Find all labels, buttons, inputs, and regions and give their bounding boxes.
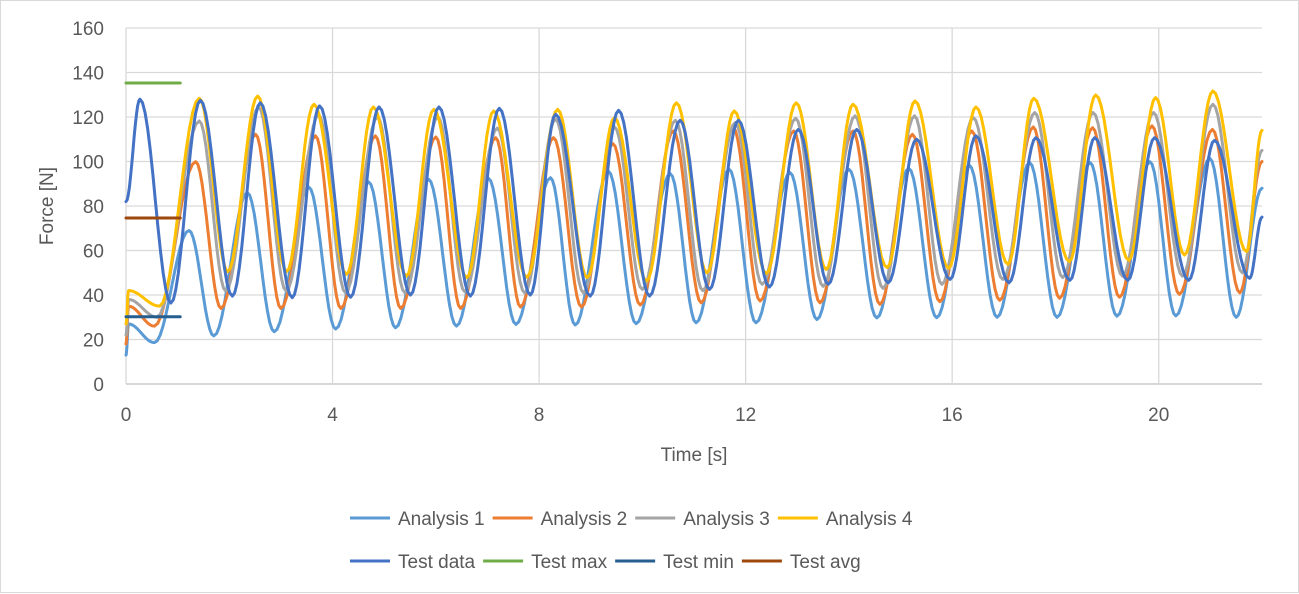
legend: Analysis 1 Analysis 2 Analysis 3 Analysis 4… [350, 509, 913, 573]
legend-label: Test min [663, 552, 734, 573]
legend-label: Test avg [790, 552, 861, 573]
legend-item: Analysis 1 [350, 509, 485, 530]
y-tick-label: 160 [72, 19, 104, 40]
x-tick-label: 4 [327, 405, 338, 426]
legend-label: Test max [531, 552, 608, 573]
y-axis-title: Force [N] [37, 167, 58, 245]
legend-label: Analysis 4 [826, 509, 913, 530]
y-tick-label: 80 [83, 197, 104, 218]
y-tick-label: 100 [72, 153, 104, 174]
legend-label: Analysis 2 [541, 509, 628, 530]
y-tick-label: 60 [83, 242, 104, 263]
x-tick-label: 16 [942, 405, 963, 426]
y-tick-label: 120 [72, 108, 104, 129]
series-line-test-data [124, 97, 1264, 305]
legend-label: Test data [398, 552, 476, 573]
series-line-analysis-3 [124, 102, 1264, 337]
legend-item: Test avg [741, 552, 861, 573]
x-axis-title: Time [s] [661, 445, 728, 466]
legend-item: Analysis 4 [777, 509, 913, 530]
legend-item: Test min [615, 552, 734, 573]
legend-item: Analysis 2 [492, 509, 628, 530]
y-tick-label: 140 [72, 64, 104, 85]
y-tick-labels: 0 20 40 60 80 100 120 140 160 [72, 19, 104, 396]
x-tick-label: 12 [735, 405, 756, 426]
x-tick-label: 0 [121, 405, 132, 426]
legend-item: Test max [483, 552, 608, 573]
legend-label: Analysis 1 [398, 509, 485, 530]
legend-item: Analysis 3 [635, 509, 770, 530]
y-tick-label: 20 [83, 331, 104, 352]
x-tick-labels: 0 4 8 12 16 20 [121, 405, 1170, 426]
x-tick-label: 8 [534, 405, 545, 426]
legend-item: Test data [350, 552, 476, 573]
y-tick-label: 40 [83, 286, 104, 307]
legend-label: Analysis 3 [683, 509, 770, 530]
x-tick-label: 20 [1148, 405, 1169, 426]
plot-series [124, 81, 1264, 357]
y-tick-label: 0 [93, 375, 104, 396]
